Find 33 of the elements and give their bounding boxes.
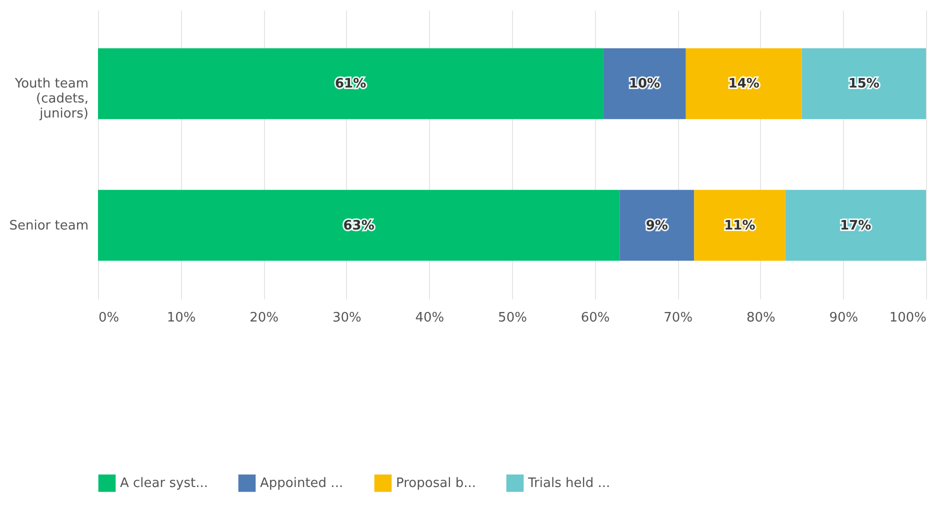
data-label: 14%	[728, 76, 760, 92]
legend-label: Proposal b...	[396, 476, 476, 492]
y-tick-label: Youth team (cadets, juniors)	[14, 76, 88, 122]
y-tick-label: Senior team	[9, 218, 88, 234]
bar	[785, 190, 926, 261]
bar	[802, 48, 926, 120]
x-tick-label: 10%	[166, 310, 196, 326]
data-label: 61%	[334, 76, 366, 92]
data-label: 17%	[840, 218, 872, 234]
x-tick-label: 30%	[332, 310, 362, 326]
bar	[98, 190, 620, 261]
x-tick-label: 60%	[580, 310, 610, 326]
x-tick-label: 90%	[829, 310, 858, 326]
bar	[694, 190, 786, 261]
data-label: 15%	[848, 76, 880, 92]
data-label: 11%	[724, 218, 756, 234]
x-tick-label: 40%	[415, 310, 444, 326]
x-tick-label: 80%	[746, 310, 776, 326]
x-tick-label: 50%	[498, 310, 527, 326]
bar	[98, 48, 604, 120]
x-tick-label: 70%	[664, 310, 693, 326]
legend-label: A clear syst...	[120, 476, 208, 492]
legend-label: Trials held ...	[527, 476, 610, 492]
data-label: 63%	[343, 218, 374, 234]
bar	[686, 48, 802, 120]
bar	[620, 190, 694, 261]
bar	[603, 48, 686, 120]
x-tick-label: 20%	[250, 310, 279, 326]
x-tick-label: 0%	[98, 310, 120, 326]
data-label: 9%	[646, 218, 668, 234]
x-tick-label: 100%	[889, 310, 926, 326]
legend-label: Appointed ...	[260, 476, 344, 492]
data-label: 10%	[628, 76, 660, 92]
